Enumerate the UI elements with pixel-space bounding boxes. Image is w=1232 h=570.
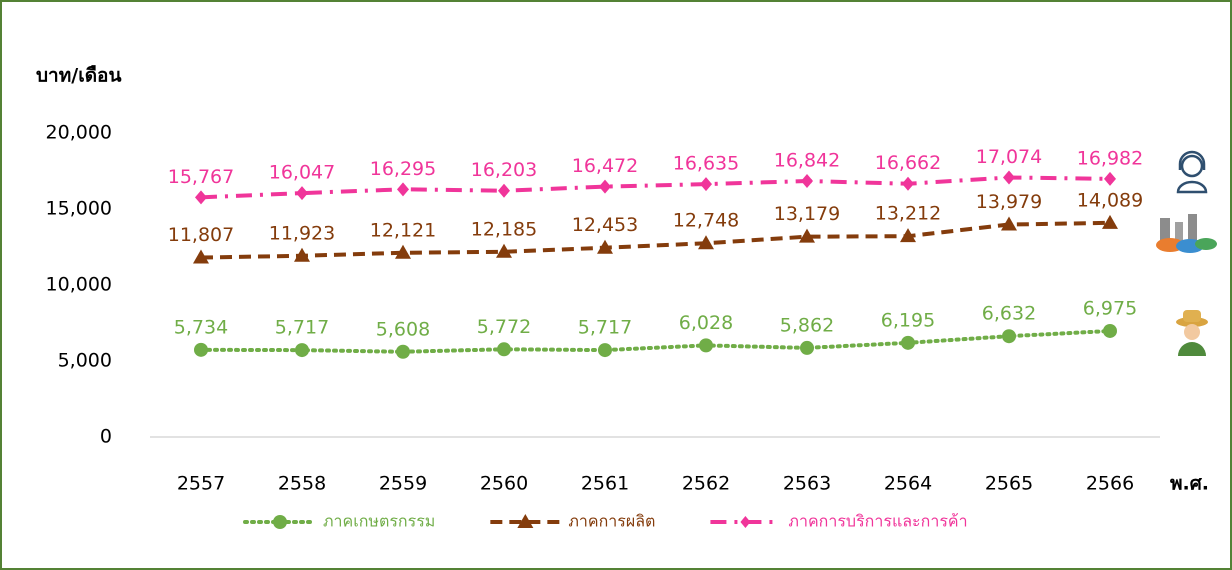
x-tick-label: 2566 <box>1086 473 1134 495</box>
point-marker <box>901 335 915 350</box>
data-label: 12,453 <box>572 214 638 236</box>
data-label: 13,179 <box>774 203 840 225</box>
point-marker <box>800 340 814 355</box>
x-tick-label: 2563 <box>783 473 831 495</box>
legend-label: ภาคการบริการและการค้า <box>788 512 967 531</box>
point-marker <box>599 179 611 194</box>
industry-icon <box>1156 214 1217 253</box>
x-tick-label: 2557 <box>177 473 225 495</box>
point-marker <box>296 186 308 201</box>
point-marker <box>1104 171 1116 186</box>
point-marker <box>698 235 714 250</box>
legend-marker <box>517 514 534 528</box>
data-label: 5,608 <box>376 318 430 340</box>
legend-item: ภาคการบริการและการค้า <box>710 512 968 531</box>
data-label: 11,923 <box>269 222 335 244</box>
x-tick-label: 2558 <box>278 473 326 495</box>
x-tick-label: 2562 <box>682 473 730 495</box>
legend-item: ภาคเกษตรกรรม <box>243 512 435 531</box>
point-marker <box>193 249 209 264</box>
point-marker <box>294 247 310 262</box>
data-label: 6,028 <box>679 312 733 334</box>
x-tick-label: 2559 <box>379 473 427 495</box>
point-marker <box>598 343 612 358</box>
point-marker <box>699 338 713 353</box>
data-label: 6,195 <box>881 309 935 331</box>
point-marker <box>497 342 511 357</box>
x-tick-label: 2564 <box>884 473 932 495</box>
legend-label: ภาคการผลิต <box>568 512 655 531</box>
point-marker <box>295 343 309 358</box>
point-marker <box>700 177 712 192</box>
point-marker <box>396 344 410 359</box>
legend-marker <box>740 516 751 528</box>
data-label: 16,047 <box>269 162 335 184</box>
data-label: 11,807 <box>168 224 234 246</box>
point-marker <box>801 174 813 189</box>
data-label: 12,748 <box>673 210 739 232</box>
data-label: 16,472 <box>572 155 638 177</box>
point-marker <box>597 239 613 254</box>
point-marker <box>496 243 512 258</box>
x-tick-label: 2565 <box>985 473 1033 495</box>
point-marker <box>1002 329 1016 344</box>
point-marker <box>902 176 914 191</box>
x-tick-label: 2560 <box>480 473 528 495</box>
data-label: 12,121 <box>370 219 436 241</box>
data-label: 16,662 <box>875 152 941 174</box>
legend: ภาคเกษตรกรรม ภาคการผลิต ภาคการบริการและการ… <box>243 512 968 531</box>
point-marker <box>799 228 815 243</box>
data-label: 16,982 <box>1077 147 1143 169</box>
point-marker <box>900 228 916 243</box>
data-label: 6,632 <box>982 303 1036 325</box>
data-label: 17,074 <box>976 146 1042 168</box>
y-axis-title: บาท/เดือน <box>36 65 121 87</box>
series-line <box>200 175 1111 200</box>
data-label: 15,767 <box>168 166 234 188</box>
data-label: 5,734 <box>174 316 228 338</box>
data-label: 5,772 <box>477 316 531 338</box>
data-label: 5,717 <box>275 317 329 339</box>
y-tick-label: 10,000 <box>46 274 112 296</box>
point-marker <box>194 342 208 357</box>
point-marker <box>397 182 409 197</box>
y-tick-label: 20,000 <box>46 122 112 144</box>
data-label: 16,842 <box>774 150 840 172</box>
data-label: 16,203 <box>471 159 537 181</box>
series-line <box>199 328 1112 354</box>
y-tick-label: 0 <box>100 426 112 448</box>
data-label: 6,975 <box>1083 297 1137 319</box>
data-label: 16,635 <box>673 153 739 175</box>
data-label: 14,089 <box>1077 189 1143 211</box>
legend-item: ภาคการผลิต <box>490 512 655 531</box>
data-label: 12,185 <box>471 218 537 240</box>
point-marker <box>1003 170 1015 185</box>
point-marker <box>1001 216 1017 231</box>
point-marker <box>1102 214 1118 229</box>
legend-marker <box>273 515 287 529</box>
y-tick-label: 5,000 <box>58 350 112 372</box>
data-label: 5,717 <box>578 317 632 339</box>
x-tick-label: 2561 <box>581 473 629 495</box>
service-icon <box>1176 150 1208 194</box>
point-marker <box>195 190 207 205</box>
y-tick-label: 15,000 <box>46 198 112 220</box>
data-label: 13,979 <box>976 191 1042 213</box>
point-marker <box>498 183 510 198</box>
data-label: 5,862 <box>780 314 834 336</box>
data-label: 16,295 <box>370 158 436 180</box>
point-marker <box>395 244 411 259</box>
point-marker <box>1103 323 1117 338</box>
farmer-icon <box>1176 310 1208 356</box>
legend-label: ภาคเกษตรกรรม <box>323 512 435 531</box>
data-label: 13,212 <box>875 203 941 225</box>
x-axis-title: พ.ศ. <box>1170 473 1209 495</box>
